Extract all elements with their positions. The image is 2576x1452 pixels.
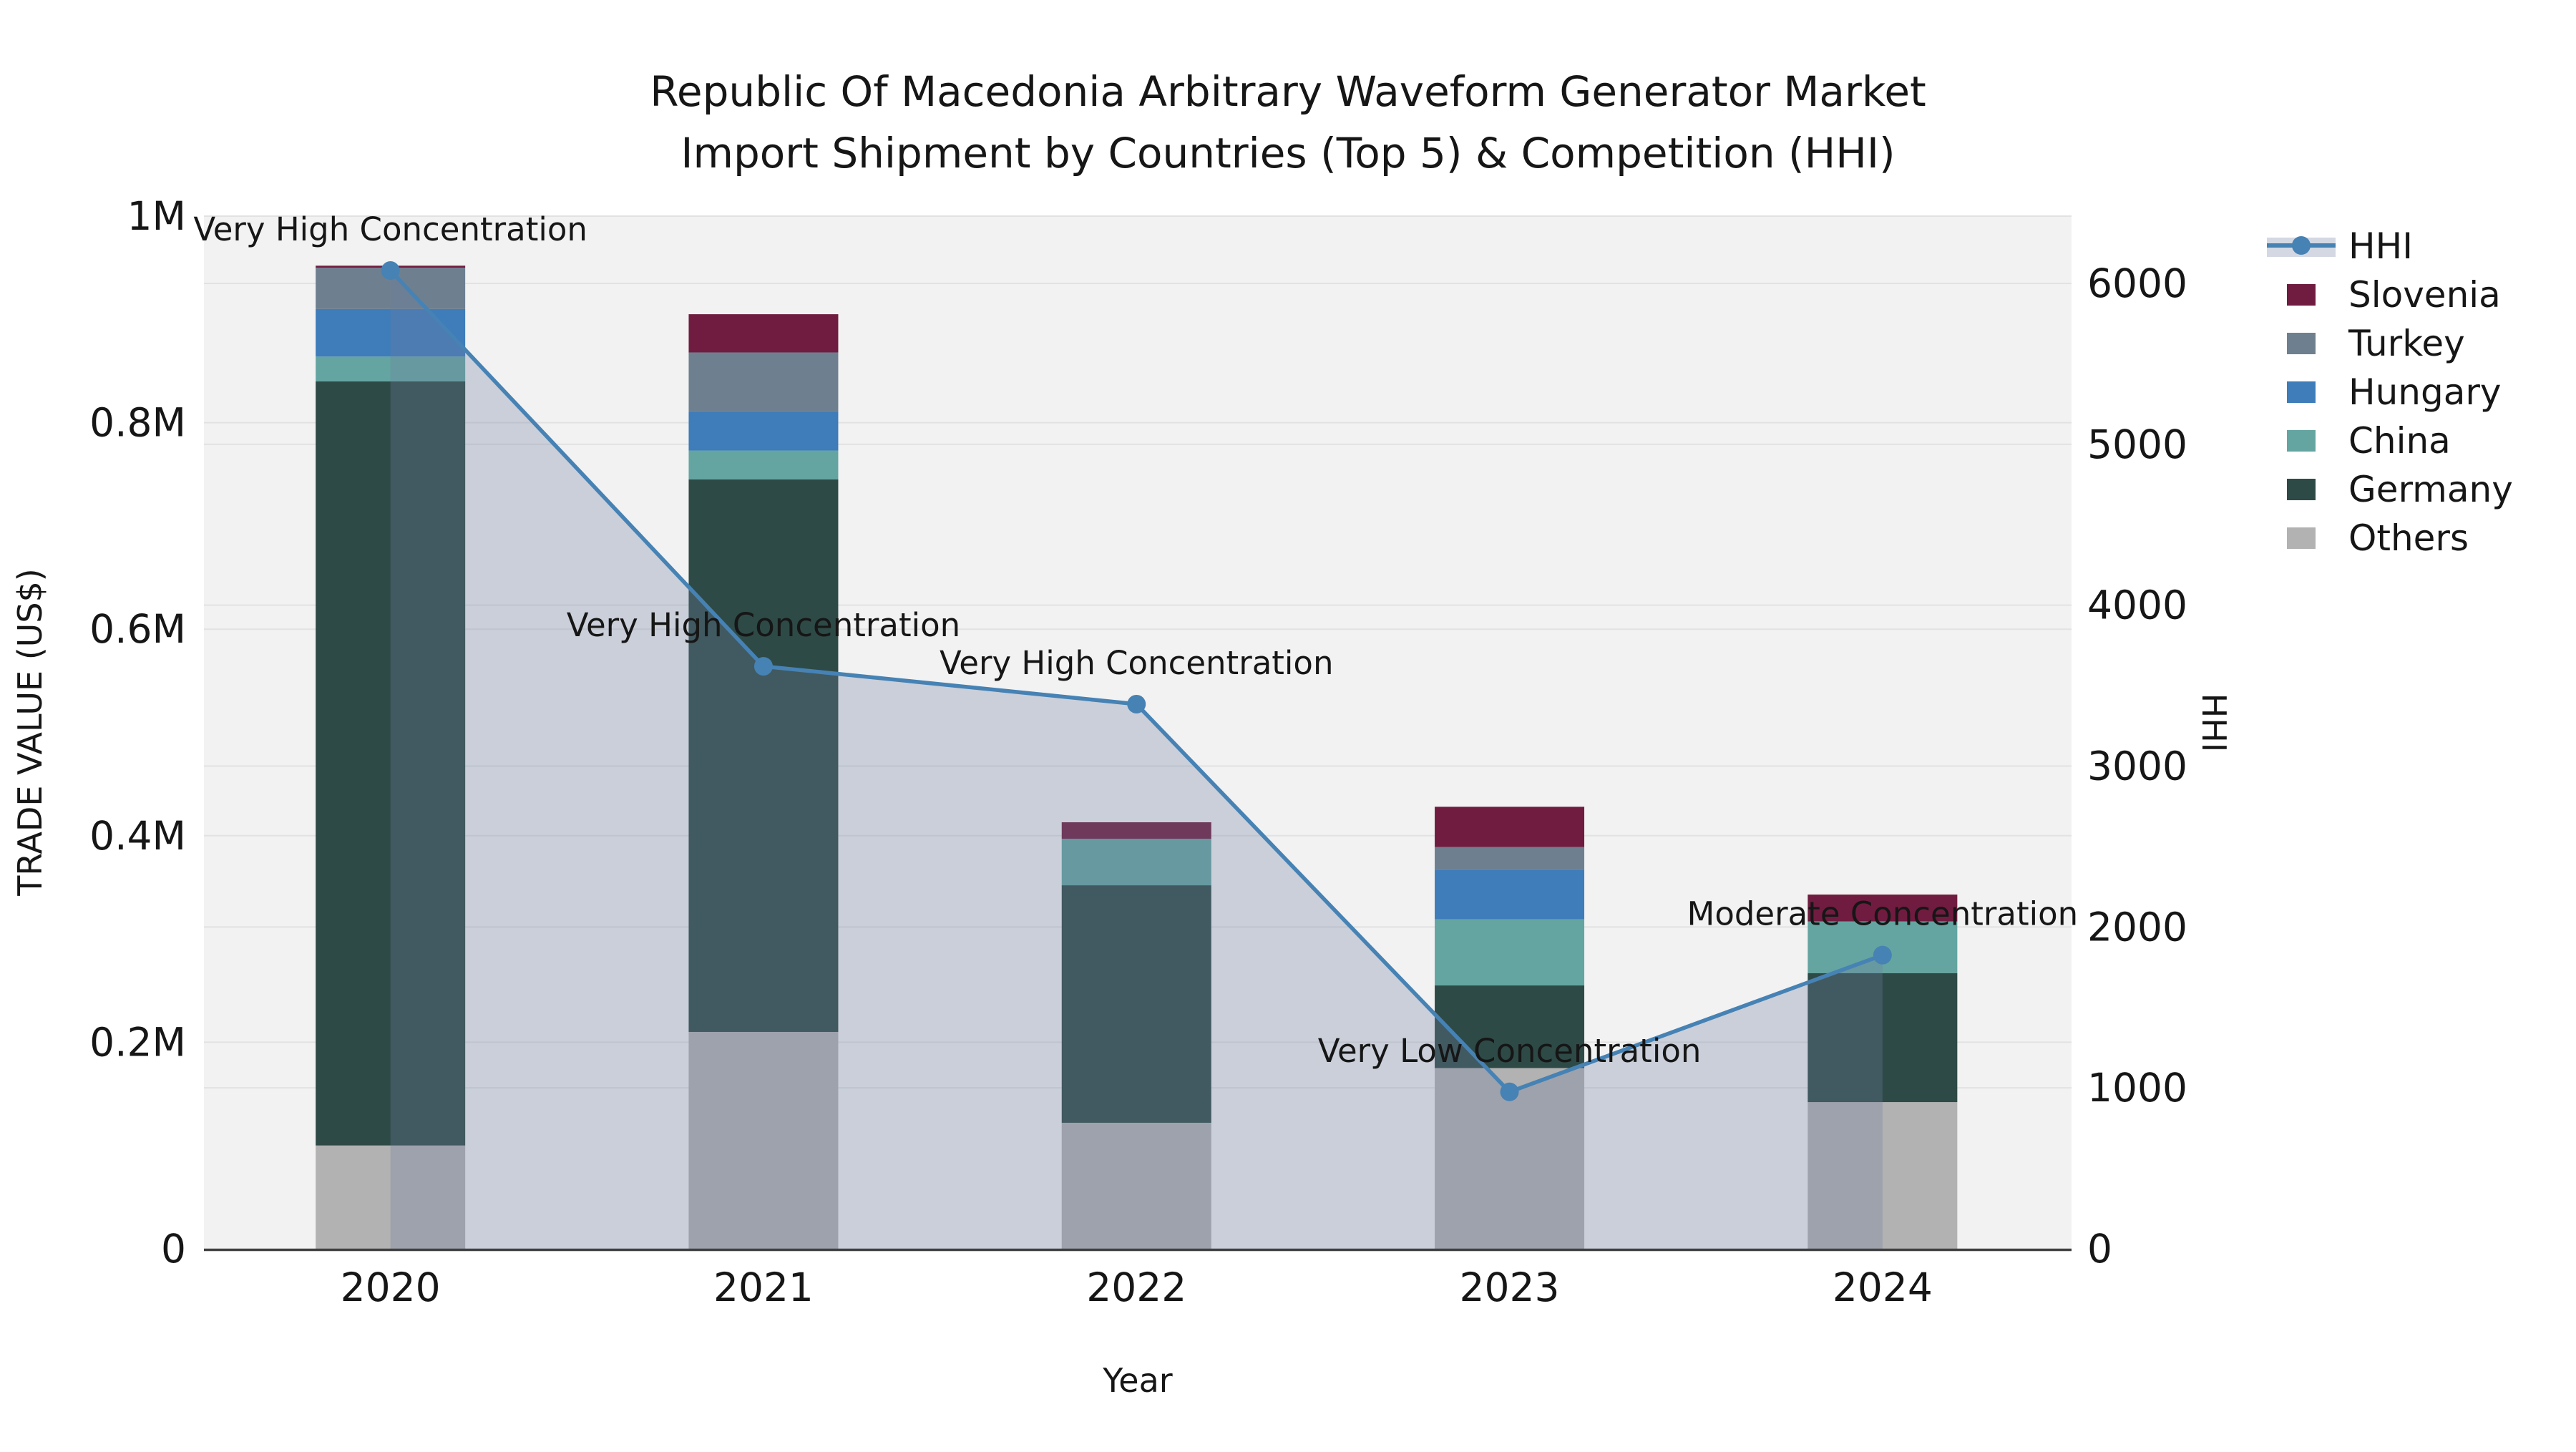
y-right-tick-5000: 5000 bbox=[2087, 422, 2187, 467]
legend-item-hungary: Hungary bbox=[2287, 371, 2502, 413]
legend-label-others: Others bbox=[2348, 517, 2469, 559]
bar-segment-germany-2020 bbox=[316, 381, 466, 1146]
bar-segment-others-2020 bbox=[316, 1145, 466, 1249]
x-axis-label: Year bbox=[1102, 1361, 1172, 1400]
bar-segment-turkey-2021 bbox=[688, 352, 839, 411]
legend-item-slovenia: Slovenia bbox=[2287, 274, 2501, 316]
x-tick-2021: 2021 bbox=[713, 1265, 814, 1310]
bar-segment-germany-2024 bbox=[1807, 973, 1958, 1103]
bar-segment-others-2022 bbox=[1061, 1122, 1211, 1249]
legend-swatch-hungary bbox=[2287, 381, 2316, 403]
y-right-tick-2000: 2000 bbox=[2087, 904, 2187, 950]
bar-segment-china-2022 bbox=[1061, 839, 1211, 886]
bar-segment-slovenia-2022 bbox=[1061, 822, 1211, 839]
y-left-tick-0.8M: 0.8M bbox=[89, 400, 186, 446]
bar-segment-china-2020 bbox=[316, 356, 466, 381]
legend-label-turkey: Turkey bbox=[2348, 323, 2465, 364]
y-left-tick-1M: 1M bbox=[127, 193, 186, 239]
legend-label-china: China bbox=[2348, 420, 2451, 462]
bar-segment-china-2021 bbox=[688, 450, 839, 479]
chart-title-line2: Import Shipment by Countries (Top 5) & C… bbox=[680, 129, 1895, 177]
legend-item-germany: Germany bbox=[2287, 469, 2513, 510]
legend-swatch-china bbox=[2287, 430, 2316, 452]
y-left-tick-0.2M: 0.2M bbox=[89, 1019, 186, 1065]
y-right-tick-1000: 1000 bbox=[2087, 1065, 2187, 1111]
y-right-tick-3000: 3000 bbox=[2087, 744, 2187, 789]
legend-hhi-marker-icon bbox=[2292, 236, 2311, 255]
x-tick-2020: 2020 bbox=[341, 1265, 441, 1310]
annotation-2021: Very High Concentration bbox=[567, 606, 960, 644]
legend-label-hhi: HHI bbox=[2348, 225, 2413, 267]
y-left-tick-0.4M: 0.4M bbox=[89, 813, 186, 859]
y-right-tick-6000: 6000 bbox=[2087, 260, 2187, 306]
y-left-tick-0: 0 bbox=[161, 1226, 186, 1272]
bar-segment-turkey-2023 bbox=[1435, 847, 1585, 870]
hhi-area-fill bbox=[390, 271, 1883, 1249]
y-axis-label-right: HHI bbox=[2195, 693, 2233, 753]
legend-label-hungary: Hungary bbox=[2348, 371, 2502, 413]
y-right-tick-4000: 4000 bbox=[2087, 583, 2187, 628]
legend: HHI Slovenia Turkey Hungary China Germany Othe… bbox=[2267, 225, 2513, 559]
bar-segment-slovenia-2023 bbox=[1435, 807, 1585, 847]
bar-segment-germany-2021 bbox=[688, 479, 839, 1032]
bar-segment-slovenia-2021 bbox=[688, 314, 839, 353]
bar-segment-china-2023 bbox=[1435, 919, 1585, 986]
bar-segment-hungary-2023 bbox=[1435, 869, 1585, 920]
x-tick-2023: 2023 bbox=[1460, 1265, 1560, 1310]
annotation-2022: Very High Concentration bbox=[940, 644, 1333, 682]
hhi-marker-2024 bbox=[1873, 945, 1892, 965]
legend-item-china: China bbox=[2287, 420, 2451, 462]
bar-segment-others-2024 bbox=[1807, 1102, 1958, 1249]
legend-label-germany: Germany bbox=[2348, 469, 2513, 510]
bar-segment-hungary-2021 bbox=[688, 411, 839, 451]
legend-swatch-germany bbox=[2287, 479, 2316, 500]
y-left-tick-0.6M: 0.6M bbox=[89, 606, 186, 652]
annotation-2020: Very High Concentration bbox=[193, 210, 587, 248]
bar-segment-germany-2023 bbox=[1435, 985, 1585, 1068]
hhi-marker-2020 bbox=[381, 261, 400, 281]
hhi-marker-2022 bbox=[1127, 694, 1146, 713]
legend-swatch-turkey bbox=[2287, 333, 2316, 354]
annotation-2023: Very Low Concentration bbox=[1318, 1032, 1702, 1070]
bar-segment-others-2021 bbox=[688, 1031, 839, 1249]
x-tick-2024: 2024 bbox=[1833, 1265, 1933, 1310]
legend-swatch-slovenia bbox=[2287, 284, 2316, 306]
bar-segment-hungary-2020 bbox=[316, 308, 466, 357]
hhi-marker-2023 bbox=[1500, 1082, 1519, 1101]
y-right-tick-0: 0 bbox=[2087, 1226, 2112, 1272]
x-tick-2022: 2022 bbox=[1086, 1265, 1186, 1310]
y-axis-label-left: TRADE VALUE (US$) bbox=[11, 568, 49, 896]
bar-segment-germany-2022 bbox=[1061, 885, 1211, 1123]
bar-segment-slovenia-2024 bbox=[1807, 895, 1958, 922]
chart-title-line1: Republic Of Macedonia Arbitrary Waveform… bbox=[650, 67, 1926, 116]
annotation-2024: Moderate Concentration bbox=[1687, 895, 2079, 933]
legend-item-hhi: HHI bbox=[2267, 225, 2413, 267]
legend-swatch-others bbox=[2287, 527, 2316, 549]
hhi-marker-2021 bbox=[753, 657, 773, 676]
legend-item-others: Others bbox=[2287, 517, 2469, 559]
legend-item-turkey: Turkey bbox=[2287, 323, 2465, 364]
legend-label-slovenia: Slovenia bbox=[2348, 274, 2501, 316]
